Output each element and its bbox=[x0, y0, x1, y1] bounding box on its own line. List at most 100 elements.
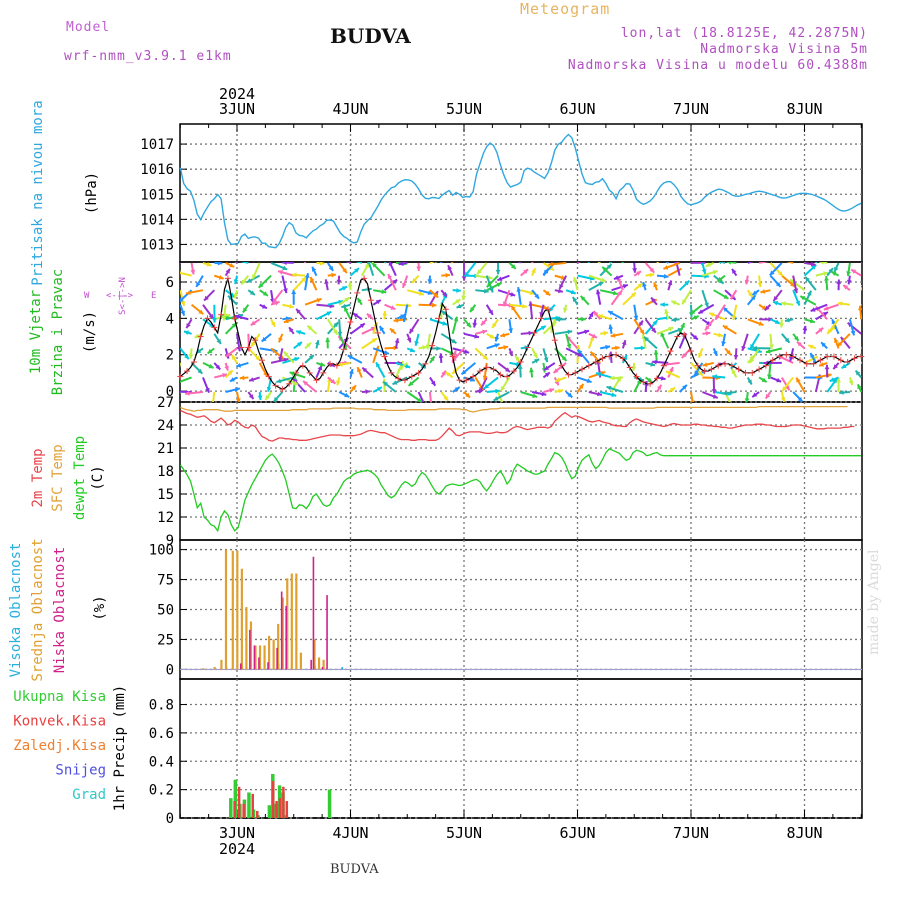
wind-vector-head bbox=[722, 390, 727, 396]
cloud-bar bbox=[231, 550, 234, 670]
wind-vector-head bbox=[603, 330, 609, 336]
wind-vector-head bbox=[818, 327, 824, 333]
cloud-bar bbox=[224, 549, 228, 670]
wind-vector-head bbox=[235, 398, 241, 402]
cloud-bar bbox=[321, 667, 324, 670]
wind-vector-head bbox=[773, 296, 779, 301]
wind-vector-head bbox=[265, 395, 270, 401]
wind-vector-head bbox=[529, 367, 534, 373]
wind-vector-head bbox=[555, 377, 561, 382]
wind-vector-head bbox=[486, 282, 492, 288]
wind-vector-head bbox=[810, 307, 816, 312]
precip-legend-label: Grad bbox=[72, 787, 106, 803]
wind-vector-head bbox=[354, 268, 359, 273]
wind-vector-head bbox=[811, 264, 817, 270]
wind-vector-head bbox=[760, 289, 766, 294]
wind-vector-head bbox=[522, 303, 527, 309]
wind-vector-head bbox=[236, 363, 242, 368]
x-day-label-bottom: 3JUN bbox=[219, 824, 255, 842]
wind-vector-head bbox=[435, 262, 437, 264]
wind-vector-head bbox=[585, 248, 590, 253]
wind-vector-head bbox=[534, 359, 540, 364]
wind-vector-head bbox=[750, 295, 756, 301]
wind-vector-arrow bbox=[180, 262, 181, 265]
wind-vector-head bbox=[263, 371, 268, 377]
wind-vector-head bbox=[412, 278, 417, 283]
wind-vector-head bbox=[402, 282, 407, 288]
wind-vector-head bbox=[408, 381, 414, 386]
wind-vector-head bbox=[292, 272, 297, 278]
wind-vector-head bbox=[454, 387, 460, 392]
wind-vector-head bbox=[493, 396, 499, 401]
panel-precip: 0 0.2 0.4 0.6 0.8 bbox=[149, 678, 863, 827]
wind-vector-head bbox=[196, 348, 202, 354]
wind-vector-head bbox=[797, 341, 802, 347]
wind-vector-head bbox=[248, 394, 254, 399]
wind-vector-head bbox=[174, 375, 179, 380]
wind-vector-head bbox=[694, 370, 699, 376]
wind-vector-head bbox=[563, 307, 568, 313]
wind-vector-head bbox=[180, 297, 184, 303]
wind-vector-head bbox=[494, 343, 500, 348]
wind-vector-head bbox=[631, 292, 636, 298]
wind-vector-head bbox=[615, 345, 620, 351]
wind-vector-head bbox=[319, 362, 325, 367]
wind-vector-head bbox=[765, 393, 771, 399]
wind-vector-arrow bbox=[860, 346, 862, 350]
wind-vector-head bbox=[500, 402, 505, 407]
wind-vector-head bbox=[497, 276, 503, 281]
wind-vector-head bbox=[365, 389, 370, 395]
wind-vector-head bbox=[234, 314, 240, 320]
wind-vector-head bbox=[600, 277, 606, 283]
cloud-bar bbox=[299, 652, 302, 670]
wind-vector-head bbox=[489, 334, 495, 339]
wind-vector-head bbox=[731, 315, 737, 320]
wind-vector-head bbox=[362, 367, 368, 373]
cloud-bar bbox=[290, 573, 293, 670]
wind-vector-head bbox=[303, 381, 308, 386]
wind-vector-head bbox=[850, 330, 856, 336]
wind-vector-head bbox=[398, 365, 404, 371]
precip-legend-label: Zaledj.Kisa bbox=[13, 738, 106, 754]
wind-vector-head bbox=[278, 270, 283, 275]
wind-vector-arrow bbox=[180, 271, 192, 277]
wind-vector-arrow bbox=[860, 286, 862, 291]
wind-vector-head bbox=[205, 387, 210, 393]
wind-vector-arrow bbox=[518, 262, 522, 264]
bottom-location-label: BUDVA bbox=[330, 862, 379, 877]
wind-vector-head bbox=[769, 270, 775, 276]
wind-vector-head bbox=[308, 355, 314, 360]
wind-vector-head bbox=[500, 386, 506, 392]
wind-vector-head bbox=[456, 288, 461, 293]
wind-vector-head bbox=[784, 337, 790, 343]
wind-vector-head bbox=[718, 332, 723, 338]
wind-vector-head bbox=[393, 317, 399, 323]
precip-bar bbox=[251, 793, 254, 818]
wind-vector-head bbox=[690, 400, 695, 402]
wind-vector-head bbox=[442, 291, 447, 297]
wind-vector-head bbox=[283, 357, 289, 363]
wind-vector-head bbox=[207, 348, 213, 354]
cloud-axis-label-2: Srednja Oblacnost bbox=[30, 538, 46, 681]
wind-vector-head bbox=[669, 367, 674, 372]
wind-vector-head bbox=[690, 309, 696, 315]
wind-vector-head bbox=[432, 401, 434, 402]
wind-vector-head bbox=[774, 319, 780, 324]
wind-vector-head bbox=[647, 377, 653, 383]
wind-vector-head bbox=[474, 333, 479, 339]
wind-vector-head bbox=[249, 290, 255, 295]
wind-vector-head bbox=[357, 298, 362, 303]
wind-vector-head bbox=[190, 269, 196, 275]
wind-vector-arrow bbox=[440, 262, 443, 264]
cloud-bar bbox=[267, 662, 269, 670]
wind-vector-head bbox=[376, 362, 381, 368]
wind-vector-head bbox=[872, 341, 877, 345]
wind-vector-head bbox=[870, 359, 875, 364]
wind-vector-head bbox=[372, 262, 377, 268]
wind-vector-head bbox=[652, 359, 657, 365]
wind-vector-head bbox=[543, 357, 549, 363]
panel-pressure: 1013 1014 1015 1016 1017 bbox=[140, 123, 863, 263]
wind-vector-head bbox=[608, 311, 614, 316]
wind-vector-head bbox=[558, 388, 564, 394]
wind-vector-head bbox=[750, 358, 755, 363]
